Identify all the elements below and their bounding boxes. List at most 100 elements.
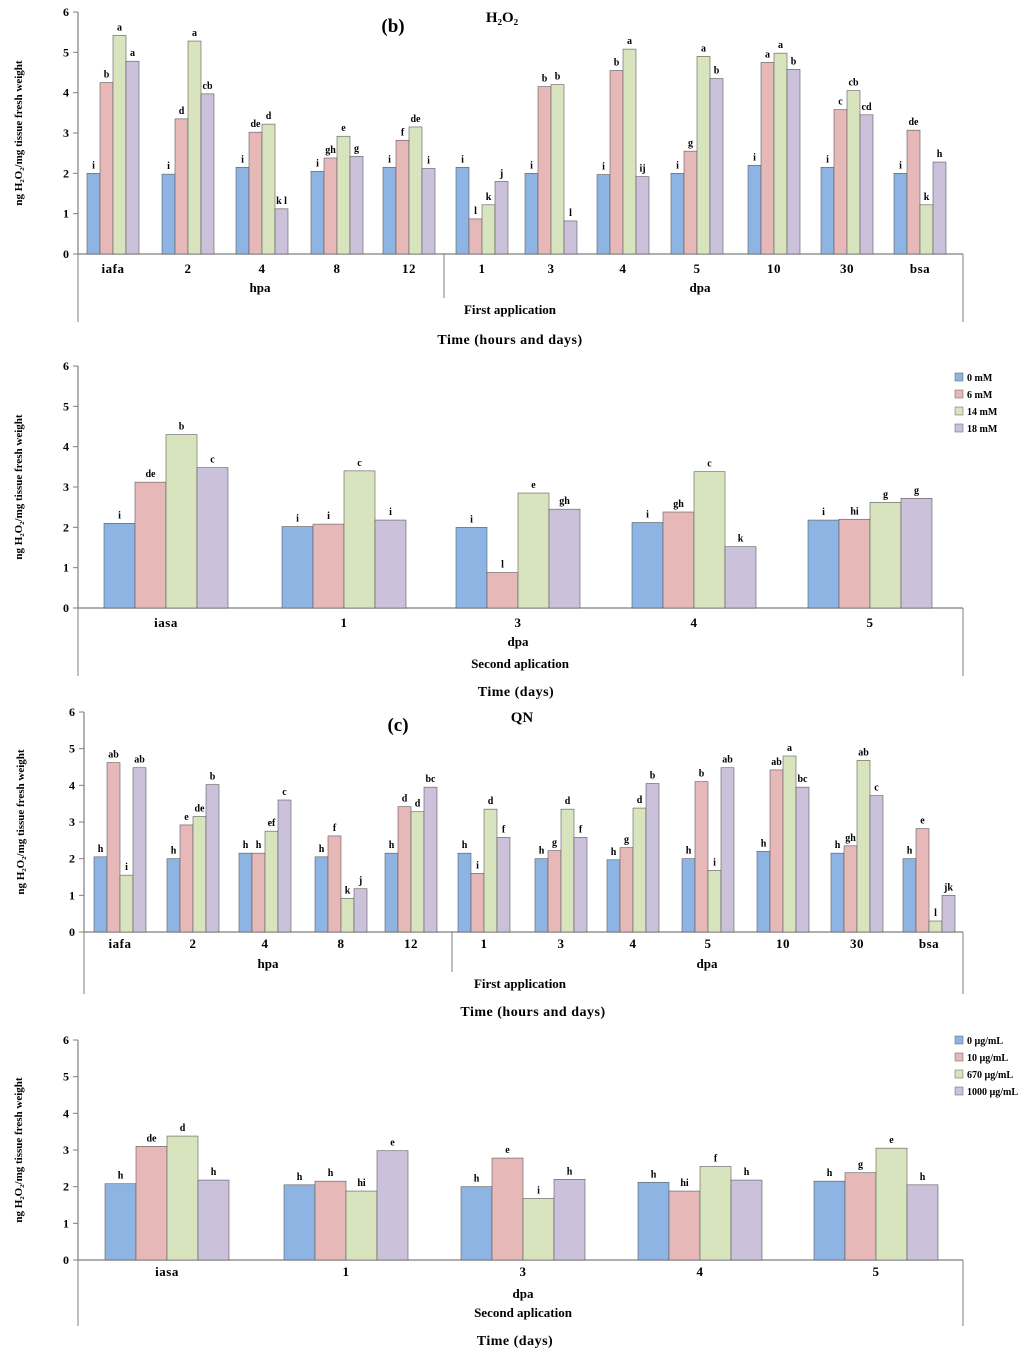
significance-letter: g [624,835,629,846]
bar-8-s0 [314,856,329,933]
bar-1-s3 [374,519,407,609]
bar-3-s0 [524,173,539,255]
significance-letter: i [826,154,829,165]
bar-iasa-s1 [134,481,167,609]
y-tick-label: 0 [63,601,69,615]
bar-iafa-s3 [132,767,147,933]
application-label: Second aplication [471,656,570,671]
x-category-label: iasa [155,1264,179,1279]
bar-5-s0 [807,519,840,609]
bar-8-s2 [336,135,351,255]
bar-1-s3 [496,837,511,933]
legend-entry: 10 µg/mL [967,1053,1008,1064]
significance-letter: g [354,143,359,154]
y-tick-label: 6 [63,5,69,19]
significance-letter: de [251,119,262,130]
significance-letter: g [552,838,557,849]
significance-letter: k [924,192,930,203]
significance-letter: c [357,458,362,469]
x-axis-title: Time (days) [477,1334,553,1349]
significance-letter: b [555,72,561,83]
significance-letter: ab [858,747,869,758]
significance-letter: i [327,511,330,522]
significance-letter: i [822,507,825,518]
bar-4-s3 [645,783,660,933]
bar-4-s0 [631,522,664,609]
bar-30-s2 [856,760,871,933]
panel-label: (c) [387,715,408,736]
bar-3-s1 [486,572,519,609]
bar-12-s0 [384,852,399,933]
significance-letter: i [676,160,679,171]
bar-8-s1 [323,157,338,255]
significance-letter: i [427,155,430,166]
legend-swatch [954,423,964,433]
bar-iasa-s3 [196,467,229,609]
significance-letter: h [462,840,468,851]
bar-5-s2 [696,56,711,255]
significance-letter: d [565,796,571,807]
legend: 0 mM 6 mM 14 mM 18 mM [954,372,998,435]
bar-2-s3 [205,784,220,933]
bar-1-s3 [494,181,509,255]
bar-iasa-s2 [166,1135,199,1261]
bar-5-s3 [709,78,724,255]
significance-letter: i [118,510,121,521]
x-category-label: 1 [479,261,486,276]
significance-letter: c [838,97,843,108]
bar-12-s2 [410,811,425,933]
significance-letter: de [909,117,920,128]
significance-letter: i [713,857,716,868]
legend-swatch [954,389,964,399]
significance-letter: i [389,507,392,518]
y-tick-label: 4 [63,440,69,454]
bar-4-s1 [668,1190,701,1261]
y-axis-label: ng H₂O₂/mg tissue fresh weight [13,60,25,205]
significance-letter: ab [722,755,733,766]
significance-letter: a [701,43,706,54]
bar-5-s2 [875,1147,908,1261]
significance-letter: h [744,1167,750,1178]
bar-5-s0 [681,858,696,933]
legend-entry: 14 mM [967,407,998,418]
significance-letter: h [835,840,841,851]
legend-entry: 670 µg/mL [967,1070,1013,1081]
bar-3-s1 [491,1157,524,1261]
significance-letter: b [104,70,110,81]
significance-letter: d [415,799,421,810]
y-tick-label: 4 [63,1106,69,1120]
y-tick-label: 0 [63,1253,69,1267]
bar-30-s3 [869,795,884,933]
x-axis-title: Time (days) [478,685,554,700]
x-category-label: 30 [840,261,854,276]
bar-1-s0 [455,166,470,255]
x-category-label: 30 [850,936,864,951]
x-category-label: iafa [109,936,132,951]
bar-8-s3 [353,888,368,933]
bar-4-s2 [632,807,647,933]
bar-3-s3 [548,508,581,609]
legend-entry: 18 mM [967,424,998,435]
bar-8-s3 [349,156,364,255]
x-category-label: 3 [515,615,522,630]
y-axis-label: ng H₂O₂/mg tissue fresh weight [13,1077,25,1222]
significance-letter: h [389,840,395,851]
bar-4-s2 [699,1166,732,1261]
significance-letter: b [791,56,797,67]
bar-iasa-s1 [135,1146,168,1261]
significance-letter: e [341,123,346,134]
significance-letter: a [778,40,783,51]
bar-iafa-s2 [119,874,134,933]
significance-letter: a [787,743,792,754]
bar-3-s3 [563,220,578,255]
bar-30-s2 [846,90,861,255]
significance-letter: l [501,560,504,571]
bar-bsa-s2 [919,204,934,255]
x-category-label: 4 [259,261,266,276]
legend-entry: 6 mM [967,390,993,401]
x-category-label: 4 [620,261,627,276]
significance-letter: i [602,162,605,173]
bar-10-s3 [795,786,810,933]
